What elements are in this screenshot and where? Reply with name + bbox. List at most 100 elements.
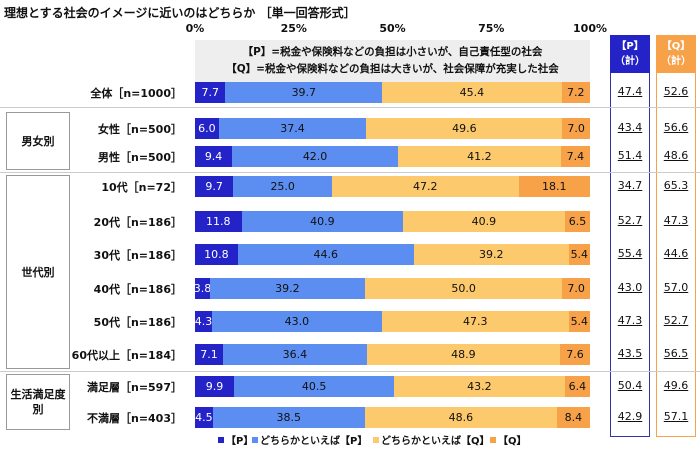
legend-item: どちらかといえば【Q】 [373, 432, 490, 447]
p-total-header: 【P】（計） [610, 35, 650, 73]
data-label: 48.6 [448, 411, 474, 424]
bar-segment-q: 7.0 [562, 118, 590, 139]
legend-item: どちらかといえば【P】 [252, 432, 367, 447]
data-label: 45.4 [459, 86, 485, 99]
legend-label: 【P】 [226, 436, 254, 447]
row-label: 20代［n=186］ [93, 216, 182, 229]
bar-segment-maybe-p: 25.0 [233, 176, 333, 197]
data-label: 40.5 [301, 380, 327, 393]
group-label: 世代別 [6, 175, 70, 369]
bar-segment-q: 7.4 [560, 146, 590, 167]
data-label: 6.0 [198, 122, 216, 135]
bar-segment-maybe-p: 39.7 [225, 82, 383, 103]
bar-segment-maybe-p: 43.0 [211, 311, 382, 332]
x-tick-label: 0% [185, 22, 205, 35]
p-total-value: 52.7 [617, 214, 643, 227]
data-label: 10.8 [204, 248, 229, 261]
data-label: 11.8 [206, 215, 231, 228]
data-label: 5.4 [570, 248, 589, 261]
bar-segment-maybe-p: 40.5 [234, 376, 395, 397]
row-label: 不満層［n=403］ [86, 412, 182, 425]
bar-segment-maybe-q: 41.2 [398, 146, 561, 167]
row-label: 60代以上［n=184］ [71, 349, 182, 362]
bar-segment-maybe-q: 49.6 [366, 118, 563, 139]
p-total-value: 55.4 [617, 247, 643, 260]
bar-segment-q: 5.4 [568, 244, 590, 265]
data-label: 40.9 [310, 215, 335, 228]
separator-line [0, 172, 700, 173]
p-total-value: 42.9 [617, 410, 643, 423]
data-label: 7.7 [201, 86, 219, 99]
data-label: 7.1 [200, 348, 218, 361]
data-label: 39.2 [478, 248, 504, 261]
row-label: 女性［n=500］ [97, 123, 182, 136]
data-label: 48.9 [451, 348, 476, 361]
legend-label: 【Q】 [498, 436, 527, 447]
bar-segment-p: 9.7 [195, 176, 234, 197]
bar-segment-q: 6.5 [564, 211, 591, 232]
p-total-value: 51.4 [617, 149, 643, 162]
separator-line [0, 371, 700, 372]
bar-segment-p: 10.8 [195, 244, 238, 265]
q-total-value: 57.1 [663, 410, 689, 423]
bar-segment-maybe-q: 47.3 [381, 311, 569, 332]
data-label: 40.9 [471, 215, 497, 228]
legend-label: どちらかといえば【Q】 [381, 436, 490, 447]
bar-segment-p: 9.4 [195, 146, 233, 167]
bar-segment-maybe-p: 38.5 [212, 407, 365, 428]
p-total-value: 43.4 [617, 121, 643, 134]
data-label: 38.5 [276, 411, 302, 424]
x-tick-label: 100% [573, 22, 607, 35]
bar-segment-q: 6.4 [564, 376, 590, 397]
data-label: 4.5 [195, 411, 213, 424]
group-label: 生活満足度別 [6, 374, 70, 430]
row-label: 10代［n=72］ [101, 181, 182, 194]
data-label: 42.0 [302, 150, 328, 163]
bar-segment-q: 5.4 [568, 311, 590, 332]
bar-segment-maybe-q: 48.9 [366, 344, 560, 365]
bar-segment-p: 3.8 [193, 278, 212, 299]
definition-note: 【P】=税金や保険料などの負担は小さいが、自己責任型の社会 【Q】=税金や保険料… [195, 40, 590, 82]
data-label: 9.9 [205, 380, 224, 393]
p-total-value: 43.5 [617, 347, 643, 360]
data-label: 7.0 [567, 282, 585, 295]
bar-segment-maybe-q: 43.2 [394, 376, 565, 397]
q-total-value: 44.6 [663, 247, 689, 260]
bar-segment-q: 7.2 [561, 82, 590, 103]
q-total-value: 47.3 [663, 214, 689, 227]
data-label: 6.5 [568, 215, 587, 228]
legend-label: どちらかといえば【P】 [260, 436, 368, 447]
p-total-value: 47.4 [617, 85, 643, 98]
bar-segment-p: 4.3 [195, 311, 212, 332]
bar-segment-maybe-q: 45.4 [382, 82, 562, 103]
row-label: 男性［n=500］ [97, 151, 182, 164]
row-label: 50代［n=186］ [93, 316, 182, 329]
p-total-value: 47.3 [617, 314, 643, 327]
data-label: 7.6 [566, 348, 584, 361]
data-label: 7.4 [566, 150, 585, 163]
data-label: 39.2 [275, 282, 300, 295]
data-label: 9.4 [204, 150, 223, 163]
data-label: 3.8 [193, 282, 212, 295]
legend-item: 【P】 [218, 432, 253, 447]
legend-swatch [373, 436, 379, 443]
bar-segment-p: 4.5 [195, 407, 213, 428]
data-label: 37.4 [280, 122, 305, 135]
bar-segment-p: 11.8 [195, 211, 242, 232]
data-label: 6.4 [568, 380, 587, 393]
data-label: 43.0 [284, 315, 310, 328]
bar-segment-maybe-q: 40.9 [403, 211, 565, 232]
q-total-header: 【Q】（計） [656, 35, 696, 73]
note-p: 【P】=税金や保険料などの負担は小さいが、自己責任型の社会 [242, 46, 543, 58]
q-total-value: 49.6 [663, 379, 689, 392]
legend-swatch [218, 436, 224, 443]
data-label: 4.3 [194, 315, 213, 328]
bar-segment-p: 6.0 [195, 118, 219, 139]
legend-item: 【Q】 [490, 432, 527, 447]
bar-segment-p: 9.9 [195, 376, 235, 397]
row-label: 全体［n=1000］ [90, 87, 182, 100]
row-label: 満足層［n=597］ [86, 381, 182, 394]
bar-segment-maybe-q: 48.6 [364, 407, 557, 428]
row-label: 40代［n=186］ [93, 283, 182, 296]
x-tick-label: 25% [280, 22, 307, 35]
